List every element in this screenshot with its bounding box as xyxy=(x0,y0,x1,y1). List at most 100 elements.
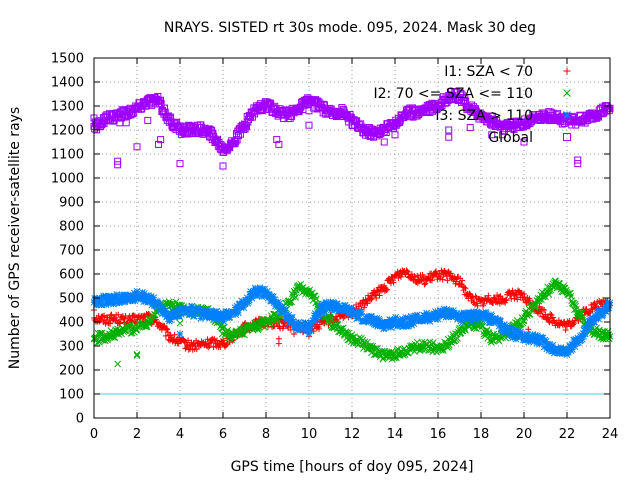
data-point xyxy=(349,333,357,341)
data-point xyxy=(596,306,604,314)
data-point xyxy=(565,346,573,353)
data-point xyxy=(546,319,553,326)
data-point xyxy=(271,296,279,304)
data-point xyxy=(442,270,449,277)
y-tick-label: 100 xyxy=(59,388,84,403)
data-point xyxy=(150,294,158,301)
data-point xyxy=(208,136,216,144)
data-point xyxy=(370,133,377,141)
data-point xyxy=(145,292,152,299)
data-point xyxy=(591,300,598,307)
data-point xyxy=(433,311,441,319)
data-point xyxy=(571,300,579,308)
data-point xyxy=(313,295,320,303)
data-point xyxy=(376,292,383,299)
data-point xyxy=(249,291,257,298)
data-point xyxy=(164,329,171,336)
data-point xyxy=(188,302,196,310)
data-point xyxy=(372,291,379,298)
data-point xyxy=(147,293,155,300)
data-point xyxy=(605,302,613,309)
data-point xyxy=(317,303,325,311)
data-point xyxy=(286,298,294,306)
data-point xyxy=(563,67,571,75)
y-tick-label: 1000 xyxy=(51,172,84,187)
data-point xyxy=(139,288,146,296)
data-point xyxy=(355,303,362,310)
x-tick-label: 22 xyxy=(559,427,576,442)
data-point xyxy=(102,292,109,300)
data-point xyxy=(375,288,382,295)
series-global xyxy=(90,88,614,170)
data-point xyxy=(249,292,256,300)
data-point xyxy=(347,304,355,312)
data-point xyxy=(114,360,122,368)
data-point xyxy=(361,304,368,311)
data-point xyxy=(284,314,292,322)
data-point xyxy=(384,322,391,330)
data-point xyxy=(184,305,192,312)
data-point xyxy=(343,303,350,311)
data-point xyxy=(292,294,299,301)
data-point xyxy=(316,321,323,328)
data-point xyxy=(605,335,613,343)
x-tick-label: 0 xyxy=(90,427,98,442)
data-point xyxy=(220,318,228,325)
legend-label: I2: 70 <= SZA <= 110 xyxy=(373,86,533,102)
data-point xyxy=(357,308,365,316)
data-point xyxy=(93,301,101,309)
y-tick-label: 200 xyxy=(59,364,84,379)
data-point xyxy=(368,313,375,320)
legend-item: I3: SZA > 110 xyxy=(435,108,571,124)
data-point xyxy=(518,289,525,296)
data-point xyxy=(372,321,379,329)
data-point xyxy=(511,295,518,302)
data-point xyxy=(380,324,388,332)
data-point xyxy=(478,296,484,303)
y-tick-label: 700 xyxy=(59,244,84,259)
data-point xyxy=(387,280,394,287)
data-point xyxy=(121,315,128,322)
data-point xyxy=(368,296,375,303)
data-point xyxy=(223,307,230,315)
data-point xyxy=(446,307,453,314)
data-point xyxy=(316,311,324,318)
data-point xyxy=(476,315,484,322)
data-point xyxy=(445,343,453,350)
data-point xyxy=(423,309,430,317)
data-point xyxy=(404,268,411,275)
data-point xyxy=(587,323,594,331)
data-point xyxy=(373,294,380,301)
x-tick-label: 8 xyxy=(262,427,270,442)
data-point xyxy=(253,292,261,300)
data-point xyxy=(161,104,169,112)
data-point xyxy=(414,272,421,279)
data-point xyxy=(116,299,123,307)
data-point xyxy=(372,320,380,327)
data-point xyxy=(122,291,129,299)
data-point xyxy=(529,331,537,338)
data-point xyxy=(127,317,134,324)
data-point xyxy=(220,337,227,344)
x-tick-label: 6 xyxy=(219,427,227,442)
data-point xyxy=(316,325,323,332)
data-point xyxy=(140,313,147,320)
x-tick-label: 16 xyxy=(430,427,447,442)
data-point xyxy=(115,319,122,326)
data-point xyxy=(557,344,565,351)
data-point xyxy=(383,286,390,293)
data-point xyxy=(269,297,277,304)
data-point xyxy=(163,312,171,320)
data-point xyxy=(176,330,184,338)
data-point xyxy=(406,315,414,323)
data-point xyxy=(167,113,175,121)
data-point xyxy=(286,115,294,123)
tick-labels: 0 2 4 6 8 10 12 14 16 18 20 22 240100200300400500600… xyxy=(51,52,618,443)
y-tick-label: 1400 xyxy=(51,76,84,91)
data-point xyxy=(448,337,456,345)
data-point xyxy=(597,300,604,307)
data-point xyxy=(485,292,492,299)
data-point xyxy=(330,299,338,307)
data-point xyxy=(305,107,313,115)
data-point xyxy=(389,277,396,284)
